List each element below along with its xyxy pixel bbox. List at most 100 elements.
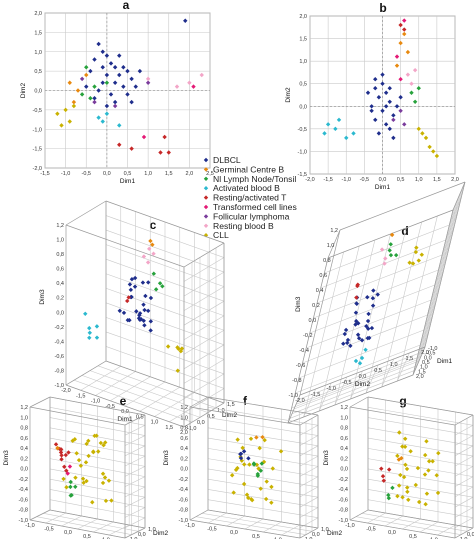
x-tick-label: 1,0	[415, 177, 423, 183]
data-point	[336, 117, 342, 123]
y-tick-label: -1,0	[303, 537, 312, 539]
x-tick-label: 0,5	[374, 368, 382, 374]
gridline	[49, 489, 146, 508]
z-tick-label: 0,0	[340, 467, 348, 473]
x-tick-label: 2,5	[206, 171, 214, 177]
data-point	[353, 322, 358, 327]
z-axis-title: Dim3	[3, 450, 10, 466]
data-point	[258, 468, 264, 473]
data-point	[402, 27, 407, 32]
data-point	[72, 437, 78, 442]
data-point	[364, 324, 369, 329]
z-tick-label: 0,8	[323, 258, 331, 264]
data-point	[412, 67, 418, 73]
data-point	[398, 472, 403, 478]
data-point	[341, 341, 346, 346]
data-point	[353, 358, 359, 364]
data-point	[407, 260, 412, 265]
data-point	[259, 461, 265, 466]
gridline	[183, 330, 225, 355]
data-point	[416, 126, 421, 132]
data-point	[71, 103, 77, 109]
data-point	[74, 451, 79, 456]
gridline	[124, 381, 166, 407]
data-point	[395, 453, 400, 459]
cube-edge	[349, 396, 369, 408]
gridline	[367, 406, 474, 426]
data-point	[389, 232, 395, 238]
z-tick-label: 0,2	[56, 296, 64, 302]
data-point	[146, 280, 151, 285]
data-point	[423, 502, 428, 507]
gridline	[438, 241, 451, 271]
data-point	[145, 80, 151, 85]
data-point	[55, 111, 60, 116]
z-tick-label: 0,6	[56, 267, 64, 273]
gridline	[434, 256, 448, 286]
data-point	[269, 500, 274, 505]
data-point	[125, 317, 131, 323]
z-tick-label: -0,4	[179, 487, 188, 493]
gridline	[293, 360, 420, 410]
z-tick-label: 0,8	[340, 426, 348, 432]
data-point	[376, 131, 382, 136]
data-point	[96, 115, 101, 120]
x-tick-label: -2,0	[295, 398, 304, 404]
data-point	[249, 497, 255, 503]
data-point	[355, 332, 361, 337]
data-point	[92, 433, 97, 439]
gridline	[183, 359, 225, 384]
z-tick-label: 1,0	[56, 238, 64, 244]
data-point	[94, 324, 100, 329]
cube-edge	[183, 402, 225, 428]
x-tick-label: -0,5	[106, 404, 115, 410]
x-tick-label: -0,5	[207, 527, 216, 533]
data-point	[348, 343, 353, 349]
data-point	[366, 311, 371, 317]
gridline	[306, 299, 432, 349]
gridline	[414, 205, 456, 371]
gridline	[93, 521, 114, 533]
gridline	[397, 215, 438, 382]
panel-letter: f	[243, 394, 248, 408]
x-tick-label: 0,5	[124, 171, 132, 177]
data-point	[100, 49, 105, 54]
z-tick-label: -0,4	[55, 339, 64, 345]
data-point	[373, 77, 378, 82]
y-tick-label: -1,0	[428, 346, 437, 352]
data-point	[354, 301, 359, 306]
data-point	[176, 346, 181, 352]
gridline	[124, 486, 146, 498]
data-point	[187, 80, 192, 85]
panel-letter: g	[399, 394, 406, 408]
data-point	[386, 492, 391, 498]
gridline	[291, 365, 418, 414]
y-tick-label: 0,5	[299, 82, 307, 88]
data-point	[371, 288, 376, 293]
data-point	[354, 295, 359, 300]
gridline	[454, 486, 474, 498]
gridline	[454, 455, 474, 467]
gridline	[73, 379, 193, 423]
y-tick-label: 0,5	[34, 69, 42, 75]
data-point	[175, 368, 180, 373]
z-tick-label: 0,0	[180, 467, 188, 473]
data-point	[183, 18, 188, 23]
data-point	[104, 111, 110, 116]
data-point	[150, 242, 155, 247]
data-point	[420, 131, 425, 136]
gridline	[105, 346, 225, 389]
y-tick-label: 0,0	[299, 104, 307, 110]
gridline	[416, 331, 429, 361]
data-point	[325, 122, 331, 127]
data-point	[355, 283, 360, 289]
y-tick-label: 1,0	[299, 59, 307, 65]
data-point	[391, 135, 396, 141]
data-point	[381, 478, 386, 483]
data-point	[383, 256, 388, 261]
y-axis-title: Dim2	[153, 530, 169, 537]
data-point	[403, 436, 408, 441]
data-point	[83, 311, 88, 316]
panel-f: f-1,0-0,8-0,6-0,4-0,20,00,20,40,60,81,01…	[163, 394, 343, 539]
